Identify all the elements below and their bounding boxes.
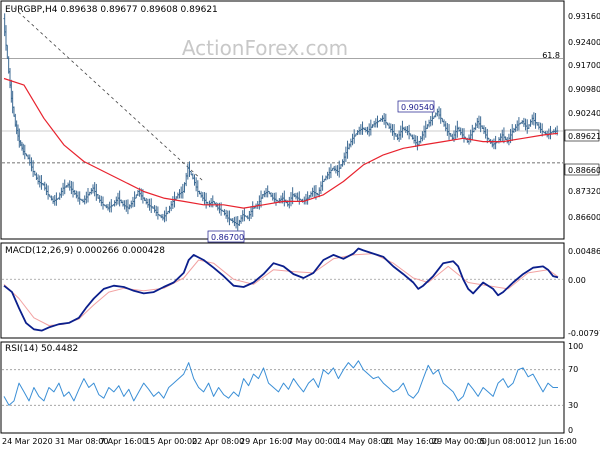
price-panel-frame bbox=[0, 0, 565, 240]
x-tick-label: 7 Apr 16:00 bbox=[100, 437, 147, 446]
high-annotation-label: 0.90540 bbox=[401, 103, 434, 112]
x-tick-label: 29 May 00:00 bbox=[432, 437, 487, 446]
fib-label: 61.8 bbox=[542, 51, 560, 60]
x-tick-label: 5 Jun 08:00 bbox=[480, 437, 526, 446]
macd-ytick: 0.00 bbox=[568, 276, 586, 285]
x-tick-label: 31 Mar 08:00 bbox=[55, 437, 108, 446]
macd-line bbox=[3, 247, 559, 332]
rsi-ytick: 0 bbox=[568, 426, 573, 435]
macd-ytick: 0.00486 bbox=[568, 247, 600, 256]
x-tick-label: 29 Apr 16:00 bbox=[240, 437, 292, 446]
rsi-ytick: 100 bbox=[568, 342, 583, 351]
rsi-ytick: 70 bbox=[568, 365, 578, 374]
x-tick-label: 7 May 00:00 bbox=[288, 437, 338, 446]
macd-signal-line bbox=[3, 253, 559, 326]
price-ytick: 0.87320 bbox=[568, 187, 600, 196]
x-tick-label: 24 Mar 2020 bbox=[2, 437, 53, 446]
price-ytick: 0.91700 bbox=[568, 61, 600, 70]
x-tick-label: 22 Apr 08:00 bbox=[192, 437, 244, 446]
low-annotation-label: 0.86700 bbox=[211, 233, 244, 242]
rsi-panel-frame bbox=[0, 341, 565, 434]
plot-layer bbox=[2, 7, 563, 406]
price-ytick: 0.90980 bbox=[568, 85, 600, 94]
price-ytick: 0.90240 bbox=[568, 109, 600, 118]
x-tick-label: 14 May 08:00 bbox=[336, 437, 391, 446]
support-price-label: 0.88660 bbox=[568, 166, 600, 175]
rsi-line bbox=[3, 360, 558, 406]
moving-average-line bbox=[3, 77, 559, 209]
high-annotation-box bbox=[397, 100, 435, 113]
price-ytick: 0.86600 bbox=[568, 213, 600, 222]
x-tick-label: 15 Apr 00:00 bbox=[145, 437, 197, 446]
x-tick-label: 21 May 16:00 bbox=[384, 437, 439, 446]
price-ytick: 0.93160 bbox=[568, 12, 600, 21]
low-annotation-box bbox=[207, 230, 245, 243]
watermark-text: ActionForex.com bbox=[182, 36, 348, 60]
rsi-panel-title: RSI(14) 50.4482 bbox=[5, 344, 78, 354]
current-price-label: 0.89621 bbox=[568, 132, 600, 141]
support-price-box bbox=[564, 163, 600, 176]
macd-ytick: -0.00797 bbox=[568, 329, 600, 338]
trend-line bbox=[13, 7, 204, 182]
price-ytick: 0.92400 bbox=[568, 38, 600, 47]
rsi-ytick: 30 bbox=[568, 401, 578, 410]
current-price-box bbox=[564, 129, 600, 142]
macd-panel-title: MACD(12,26,9) 0.000266 0.000428 bbox=[5, 246, 165, 256]
macd-panel-frame bbox=[0, 242, 565, 339]
x-tick-label: 12 Jun 16:00 bbox=[526, 437, 577, 446]
price-panel-title: EURGBP,H4 0.89638 0.89677 0.89608 0.8962… bbox=[5, 5, 218, 15]
